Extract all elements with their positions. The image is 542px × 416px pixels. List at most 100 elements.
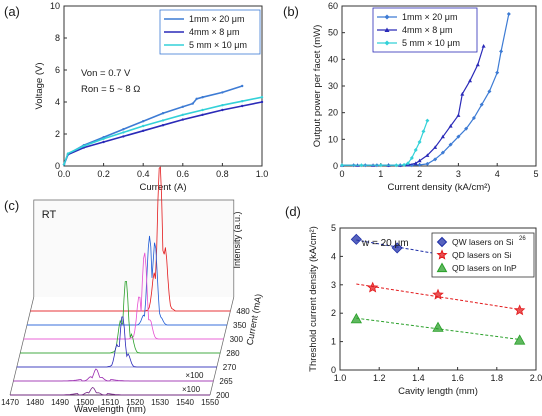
y-tick-label: 4 [331,251,336,261]
legend-marker [436,236,448,248]
data-point [161,112,165,115]
data-marker [421,129,426,134]
x-tick-label: 1.2 [373,373,386,383]
data-marker [506,12,511,16]
panel-c: 1470 1480 1490 1500 1510 1520 1530 1540 1550 Wave… [1,166,263,415]
data-point [142,129,145,132]
x-tick-label: 2 [417,169,422,179]
data-marker [391,242,403,254]
x-tick-label: 1520 [126,398,144,407]
data-point [221,91,224,94]
data-marker [417,140,422,144]
data-point [201,113,204,117]
spectrum-trace [30,166,231,312]
data-point [122,128,125,131]
plot-frame [63,5,263,167]
data-marker [366,281,379,293]
x-tick-label: 0.0 [58,169,71,179]
x-tick-label: 5 [533,169,538,179]
data-point [142,120,145,123]
data-point [221,108,224,112]
x-tick-label: 0.8 [216,169,229,179]
data-marker [359,163,364,168]
data-point [142,124,145,128]
legend-label: 1mm × 20 μm [189,14,244,24]
current-tick-label: 350 [233,321,247,330]
y-axis-label: Threshold current density (kA/cm²) [308,226,319,372]
x-axis-label: Cavity length (mm) [398,386,478,397]
legend-label: QW lasers on Si [452,237,514,247]
data-marker [460,92,465,96]
data-point [201,96,204,99]
legend-label: 1mm × 20 μm [402,12,457,22]
data-point [241,84,244,88]
x-tick-label: 1.6 [451,373,464,383]
data-point [201,108,204,112]
legend-box [431,232,535,278]
x-tick-label: 0 [339,169,344,179]
legend-superscript: 26 [519,236,526,242]
data-point [82,144,86,148]
y-axis-label: Output power per facet (mW) [312,25,323,147]
data-marker [513,304,526,316]
data-point [195,97,198,101]
y-tick-label: 50 [328,28,338,38]
x-tick-label: 1.0 [334,373,347,383]
back-wall [33,199,235,297]
x-axis-label: Current density (kA/cm²) [388,182,491,193]
data-point [102,137,105,140]
data-marker [405,161,410,166]
legend-marker [436,262,448,273]
y-tick-label: 10 [328,134,338,144]
legend-box [372,7,478,53]
panel-label-c: (c) [4,198,19,213]
data-marker [340,163,344,168]
data-marker [475,62,480,67]
spectrum-trace [27,235,227,326]
data-marker [417,158,422,163]
plot-frame [339,227,537,371]
spectrum-trace [16,316,217,368]
data-marker [350,313,363,324]
data-point [241,100,244,103]
current-tick-label: 480 [236,307,250,316]
data-marker [464,126,469,131]
x-tick-label: 4 [495,169,500,179]
data-marker [378,163,383,168]
data-point [260,96,264,99]
x-tick-label: 1550 [201,398,219,407]
x-tick-label: 2.0 [530,373,542,383]
data-marker [456,113,461,117]
y-tick-label: 6 [55,65,60,75]
current-tick-label: 280 [226,349,240,358]
legend-marker [384,14,390,20]
data-marker [413,148,418,152]
data-marker [425,118,430,123]
annotation-ron: Ron = 5 ~ 8 Ω [81,84,140,95]
data-marker [481,44,486,48]
series-line-1 [63,101,263,165]
data-point [161,124,165,127]
data-point [181,113,184,117]
spectrum-trace [10,387,210,396]
data-marker [402,162,407,167]
data-point [102,140,105,144]
data-point [122,131,125,134]
x-tick-label: 1510 [101,398,119,407]
x-tick-label: 0.4 [137,169,150,179]
x-tick-label: 1.4 [412,373,425,383]
data-point [260,100,264,104]
y-tick-label: 1 [331,337,336,347]
data-marker [433,157,438,162]
data-point [161,119,165,122]
data-marker [513,334,526,345]
y-tick-label: 10 [50,1,60,11]
data-marker [409,156,414,160]
annotation-von: Von = 0.7 V [81,68,131,79]
data-marker [440,134,445,139]
legend-marker [436,249,448,260]
data-marker [417,162,422,167]
legend-label: 4mm × 8 μm [402,25,452,35]
